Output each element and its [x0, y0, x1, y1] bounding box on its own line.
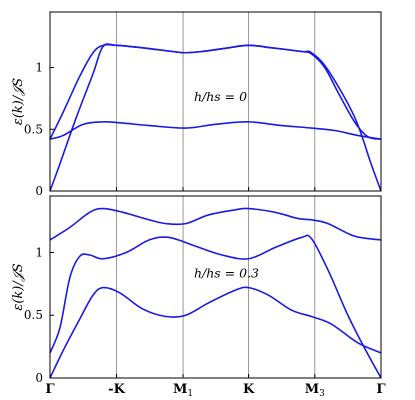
y-tick-label: 0 — [35, 184, 43, 198]
x-tick-label: M3 — [305, 382, 325, 399]
x-tick-label: Γ — [376, 382, 386, 397]
x-tick-label: K — [243, 382, 255, 397]
x-tick-label: Γ — [45, 382, 55, 397]
top-annotation: h/hs = 0 — [194, 89, 247, 104]
top-y-axis-label: ε(k)/𝒥S — [11, 78, 26, 125]
bottom-plot-frame — [49, 195, 382, 379]
bottom-band-2-line — [49, 234, 382, 379]
bottom-annotation: h/hs = 0.3 — [194, 266, 259, 281]
top-plot-frame — [49, 11, 382, 192]
top-band-2-line — [49, 43, 382, 192]
bottom-band-1-line — [49, 207, 382, 241]
x-tick-label: -K — [108, 382, 125, 397]
y-tick-label: 0 — [35, 371, 43, 385]
bottom-y-axis-label: ε(k)/𝒥S — [11, 263, 26, 310]
y-tick-label: 0.5 — [24, 122, 43, 136]
top-band-1-line — [49, 43, 382, 192]
bottom-panel: 0 0.5 1 ε(k)/𝒥S h/hs = 0.3 — [11, 195, 382, 385]
top-panel: 0 0.5 1 ε(k)/𝒥S h/hs = 0 — [11, 11, 382, 198]
x-tick-label: M1 — [173, 382, 193, 399]
x-axis-tick-labels: Γ -K M1 K M3 Γ — [45, 382, 386, 399]
top-band-3-line — [49, 121, 382, 140]
y-tick-label: 1 — [35, 61, 43, 75]
y-tick-label: 1 — [35, 245, 43, 259]
y-tick-label: 0.5 — [24, 308, 43, 322]
bottom-band-3-line — [49, 286, 382, 379]
